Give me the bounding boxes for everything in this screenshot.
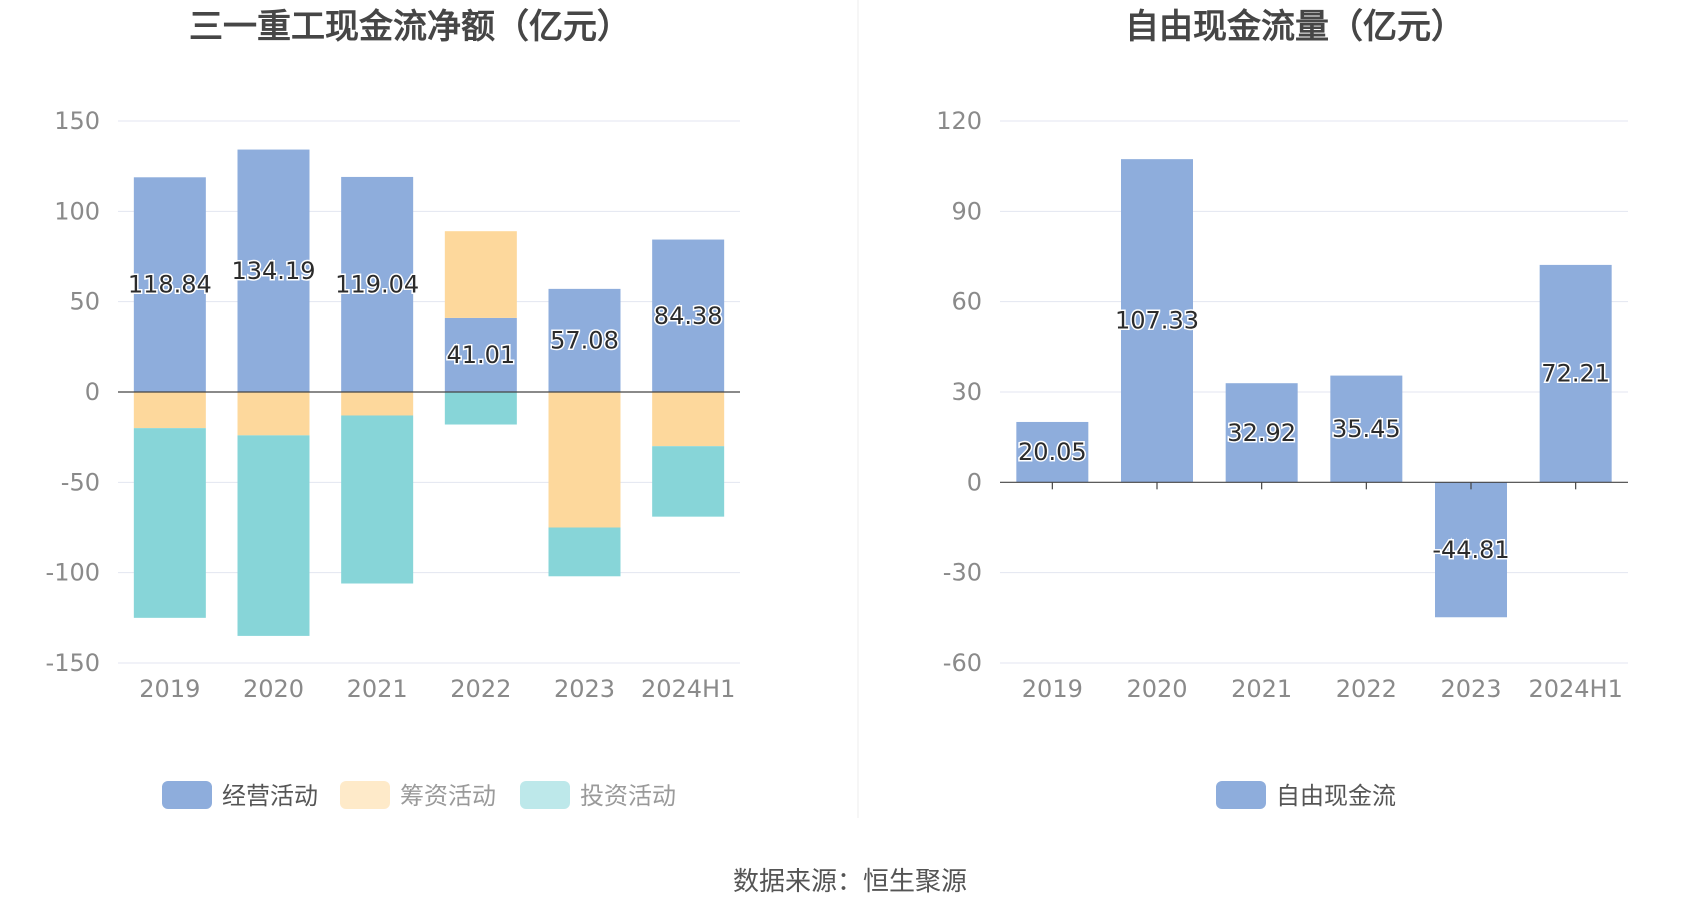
bar-free_cash_flow — [1016, 421, 1089, 483]
y-tick-label: -100 — [46, 559, 100, 587]
bar-investing — [133, 428, 206, 618]
bar-operating — [548, 288, 621, 392]
bar-operating — [237, 149, 310, 392]
bar-operating — [341, 176, 414, 392]
y-tick-label: 0 — [967, 468, 982, 496]
bar-investing — [652, 446, 725, 517]
bar-investing — [548, 527, 621, 577]
legend-item-operating[interactable]: 经营活动 — [162, 781, 318, 810]
data-label: -44.81 — [1432, 536, 1509, 564]
y-tick-label: 60 — [951, 288, 982, 316]
legend-label: 投资活动 — [580, 782, 676, 810]
data-label: 118.84 — [128, 271, 212, 299]
bar-investing — [341, 415, 414, 584]
bar-free_cash_flow — [1330, 375, 1403, 483]
bar-financing — [444, 231, 517, 318]
legend-item-investing[interactable]: 投资活动 — [520, 781, 676, 810]
legend-swatch — [1216, 781, 1266, 809]
y-tick-label: -150 — [46, 649, 100, 677]
x-category-label: 2024H1 — [641, 675, 735, 703]
data-label: 32.92 — [1227, 419, 1296, 447]
data-label: 84.38 — [654, 302, 723, 330]
x-category-label: 2020 — [243, 675, 304, 703]
bar-free_cash_flow — [1225, 383, 1298, 483]
data-label: 134.19 — [232, 257, 316, 285]
legend-item-free_cash_flow[interactable]: 自由现金流 — [1216, 781, 1396, 810]
y-tick-label: 30 — [951, 378, 982, 406]
bar-free_cash_flow — [1539, 264, 1612, 483]
data-label: 72.21 — [1541, 360, 1610, 388]
bar-operating — [652, 239, 725, 392]
x-category-label: 2020 — [1126, 675, 1187, 703]
bar-investing — [237, 435, 310, 636]
legend-label: 自由现金流 — [1276, 782, 1396, 810]
bar-operating — [133, 177, 206, 392]
bar-investing — [444, 392, 517, 425]
bar-free_cash_flow — [1435, 482, 1507, 618]
data-label: 35.45 — [1332, 415, 1401, 443]
x-category-label: 2021 — [347, 675, 408, 703]
y-tick-label: 90 — [951, 197, 982, 225]
data-label: 119.04 — [335, 270, 419, 298]
legend-swatch — [340, 781, 390, 809]
bar-financing — [133, 392, 206, 429]
y-tick-label: 50 — [69, 288, 100, 316]
y-tick-label: -60 — [943, 649, 982, 677]
x-category-label: 2021 — [1231, 675, 1292, 703]
legend-label: 筹资活动 — [400, 782, 496, 810]
x-category-label: 2023 — [554, 675, 615, 703]
y-tick-label: 150 — [54, 107, 100, 135]
bar-financing — [652, 392, 725, 447]
bar-financing — [548, 392, 621, 528]
data-label: 107.33 — [1115, 307, 1199, 335]
x-category-label: 2022 — [1336, 675, 1397, 703]
y-tick-label: 100 — [54, 197, 100, 225]
legend-label: 经营活动 — [222, 782, 318, 810]
bar-operating — [444, 317, 517, 392]
y-tick-label: -30 — [943, 559, 982, 587]
free-cash-flow-chart: 自由现金流量（亿元） 120 90 60 30 0 -30 -60 20.05 107.33 32.… — [936, 7, 1628, 810]
legend-swatch — [162, 781, 212, 809]
chart-title: 自由现金流量（亿元） — [1125, 7, 1465, 47]
x-category-label: 2019 — [139, 675, 200, 703]
bar-free_cash_flow — [1121, 159, 1193, 483]
legend-swatch — [520, 781, 570, 809]
y-tick-label: -50 — [61, 468, 100, 496]
cash-flow-net-chart: 三一重工现金流净额（亿元） 150 100 50 0 -50 -100 -150 118.84 1… — [46, 7, 740, 810]
bar-financing — [341, 392, 414, 416]
data-label: 57.08 — [550, 326, 619, 354]
x-category-label: 2023 — [1440, 675, 1501, 703]
legend-item-financing[interactable]: 筹资活动 — [340, 781, 496, 810]
x-category-label: 2024H1 — [1528, 675, 1622, 703]
data-source-note: 数据来源：恒生聚源 — [733, 867, 967, 897]
data-label: 20.05 — [1018, 438, 1087, 466]
y-tick-label: 0 — [85, 378, 100, 406]
x-category-label: 2022 — [450, 675, 511, 703]
bar-financing — [237, 392, 310, 436]
data-label: 41.01 — [446, 341, 515, 369]
x-category-label: 2019 — [1022, 675, 1083, 703]
chart-title: 三一重工现金流净额（亿元） — [189, 7, 631, 47]
y-tick-label: 120 — [936, 107, 982, 135]
